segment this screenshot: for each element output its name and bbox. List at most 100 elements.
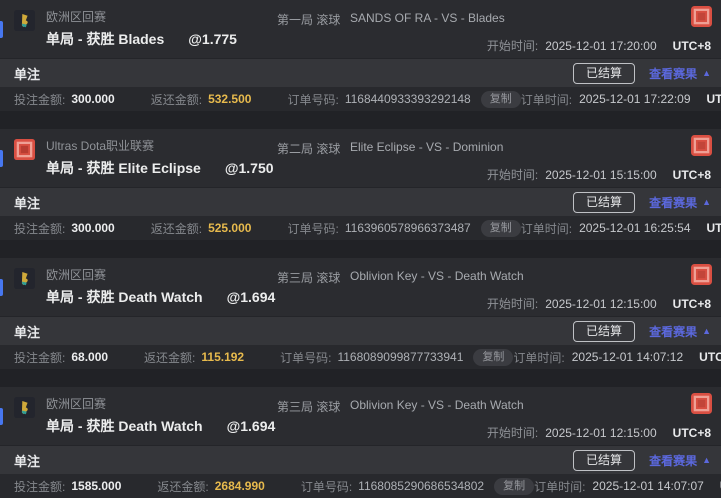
bet-card-header: 欧洲区回赛 单局 - 获胜 Blades @1.775 第一局 滚球 SANDS … — [0, 0, 721, 58]
stake-value: 68.000 — [71, 350, 109, 364]
bet-type-label: 单注 — [14, 66, 41, 82]
order-no-value: 1163960578966373487 — [344, 221, 471, 235]
start-time-value: 2025-12-01 12:15:00 — [545, 296, 657, 311]
start-time-label: 开始时间: — [486, 168, 539, 182]
league-icon — [14, 139, 35, 160]
utc-badge: UTC+8 — [672, 425, 711, 440]
copy-button[interactable]: 复制 — [473, 348, 514, 366]
bet-card: 欧洲区回赛 单局 - 获胜 Death Watch @1.694 第三局 滚球 O… — [0, 387, 721, 498]
stake-label: 投注金额: — [14, 350, 66, 365]
start-time-value: 2025-12-01 15:15:00 — [545, 167, 657, 182]
payout-label: 返还金额: — [150, 221, 203, 236]
match-teams: Oblivion Key - VS - Death Watch — [350, 398, 524, 412]
bet-card-header: Ultras Dota职业联赛 单局 - 获胜 Elite Eclipse @1.… — [0, 129, 721, 187]
order-no-item: 订单号码: 1168085290686534802 复制 — [300, 477, 535, 495]
bet-actions: 已结算 查看赛果 ▲ — [573, 191, 711, 213]
league-name: 欧洲区回赛 — [46, 10, 107, 24]
payout-value: 115.192 — [201, 350, 245, 364]
view-result-label: 查看赛果 — [649, 453, 698, 468]
bet-selection-line: 单局 - 获胜 Elite Eclipse @1.750 — [46, 158, 274, 178]
payout-item: 返还金额: 2684.990 — [157, 478, 264, 495]
payout-label: 返还金额: — [144, 350, 196, 365]
start-time-label: 开始时间: — [486, 297, 539, 311]
accent-bar — [0, 150, 3, 167]
utc-badge: UTC+8 — [706, 92, 721, 106]
stake-value: 300.000 — [71, 221, 115, 235]
period-label: 第一局 滚球 — [277, 13, 341, 27]
view-result-label: 查看赛果 — [649, 66, 698, 81]
utc-badge: UTC+8 — [672, 296, 711, 311]
copy-button[interactable]: 复制 — [480, 90, 521, 108]
accent-bar — [0, 279, 3, 296]
settled-status-button[interactable]: 已结算 — [573, 191, 636, 213]
order-no-value: 1168440933393292148 — [344, 92, 471, 106]
bet-actions: 已结算 查看赛果 ▲ — [573, 320, 711, 342]
order-time-row: 订单时间: 2025-12-01 14:07:07 UTC+8 — [534, 478, 721, 495]
league-name: 欧洲区回赛 — [46, 397, 107, 411]
order-time-label: 订单时间: — [513, 350, 565, 365]
order-time-value: 2025-12-01 14:07:07 — [592, 479, 704, 493]
stake-item: 投注金额: 300.000 — [14, 91, 115, 108]
payout-value: 532.500 — [208, 92, 252, 106]
bet-selection: 单局 - 获胜 Death Watch — [46, 289, 203, 305]
settled-status-button[interactable]: 已结算 — [573, 320, 636, 342]
view-result-link[interactable]: 查看赛果 ▲ — [649, 65, 711, 82]
stake-label: 投注金额: — [14, 92, 66, 107]
settled-status-button[interactable]: 已结算 — [573, 62, 636, 84]
order-no-label: 订单号码: — [287, 92, 339, 107]
bet-card-footer: 投注金额: 300.000 返还金额: 525.000 订单号码: 116396… — [0, 216, 721, 240]
bet-card-footer: 投注金额: 1585.000 返还金额: 2684.990 订单号码: 1168… — [0, 474, 721, 498]
utc-badge: UTC+8 — [720, 479, 721, 493]
utc-badge: UTC+8 — [672, 167, 711, 182]
period-label: 第三局 滚球 — [277, 400, 341, 414]
triangle-up-icon: ▲ — [702, 455, 711, 465]
bet-card: 欧洲区回赛 单局 - 获胜 Death Watch @1.694 第三局 滚球 O… — [0, 258, 721, 369]
bet-selection-line: 单局 - 获胜 Death Watch @1.694 — [46, 287, 275, 307]
bet-card-header: 欧洲区回赛 单局 - 获胜 Death Watch @1.694 第三局 滚球 O… — [0, 258, 721, 316]
bet-odds: @1.750 — [224, 160, 274, 176]
view-result-link[interactable]: 查看赛果 ▲ — [649, 323, 711, 340]
triangle-up-icon: ▲ — [702, 326, 711, 336]
view-result-link[interactable]: 查看赛果 ▲ — [649, 194, 711, 211]
bet-type-label: 单注 — [14, 453, 41, 469]
order-no-item: 订单号码: 1163960578966373487 复制 — [287, 219, 521, 237]
bet-card-footer: 投注金额: 300.000 返还金额: 532.500 订单号码: 116844… — [0, 87, 721, 111]
copy-button[interactable]: 复制 — [494, 477, 535, 495]
view-result-link[interactable]: 查看赛果 ▲ — [649, 452, 711, 469]
copy-button[interactable]: 复制 — [480, 219, 521, 237]
footer-amounts: 投注金额: 300.000 返还金额: 532.500 订单号码: 116844… — [14, 90, 521, 108]
order-no-value: 1168085290686534802 — [358, 479, 485, 493]
start-time-value: 2025-12-01 17:20:00 — [545, 38, 657, 53]
settled-status-button[interactable]: 已结算 — [573, 449, 636, 471]
order-time-row: 订单时间: 2025-12-01 16:25:54 UTC+8 — [521, 220, 721, 237]
league-icon — [14, 268, 35, 289]
order-time-value: 2025-12-01 14:07:12 — [571, 350, 684, 364]
dota2-game-icon — [691, 393, 712, 414]
league-name: Ultras Dota职业联赛 — [46, 139, 155, 153]
triangle-up-icon: ▲ — [702, 68, 711, 78]
accent-bar — [0, 21, 3, 38]
order-time-label: 订单时间: — [520, 221, 573, 236]
stake-item: 投注金额: 300.000 — [14, 220, 115, 237]
stake-label: 投注金额: — [14, 479, 66, 494]
footer-amounts: 投注金额: 68.000 返还金额: 115.192 订单号码: 1168089… — [14, 348, 514, 366]
footer-amounts: 投注金额: 1585.000 返还金额: 2684.990 订单号码: 1168… — [14, 477, 535, 495]
order-no-label: 订单号码: — [300, 479, 353, 494]
order-time-label: 订单时间: — [520, 92, 573, 107]
bet-card-body: 单注 已结算 查看赛果 ▲ — [0, 187, 721, 216]
utc-badge: UTC+8 — [699, 350, 721, 364]
payout-item: 返还金额: 525.000 — [151, 220, 252, 237]
order-time-value: 2025-12-01 17:22:09 — [579, 92, 691, 106]
triangle-up-icon: ▲ — [702, 197, 711, 207]
bet-selection-line: 单局 - 获胜 Death Watch @1.694 — [46, 416, 275, 436]
order-time-value: 2025-12-01 16:25:54 — [579, 221, 691, 235]
stake-label: 投注金额: — [14, 221, 66, 236]
bet-selection: 单局 - 获胜 Elite Eclipse — [46, 160, 201, 176]
order-time-label: 订单时间: — [534, 479, 586, 494]
order-time-row: 订单时间: 2025-12-01 14:07:12 UTC+8 — [513, 349, 721, 366]
order-no-value: 1168089099877733941 — [337, 350, 464, 364]
match-teams: Elite Eclipse - VS - Dominion — [350, 140, 504, 154]
bet-selection: 单局 - 获胜 Blades — [46, 31, 165, 47]
payout-label: 返还金额: — [157, 479, 209, 494]
